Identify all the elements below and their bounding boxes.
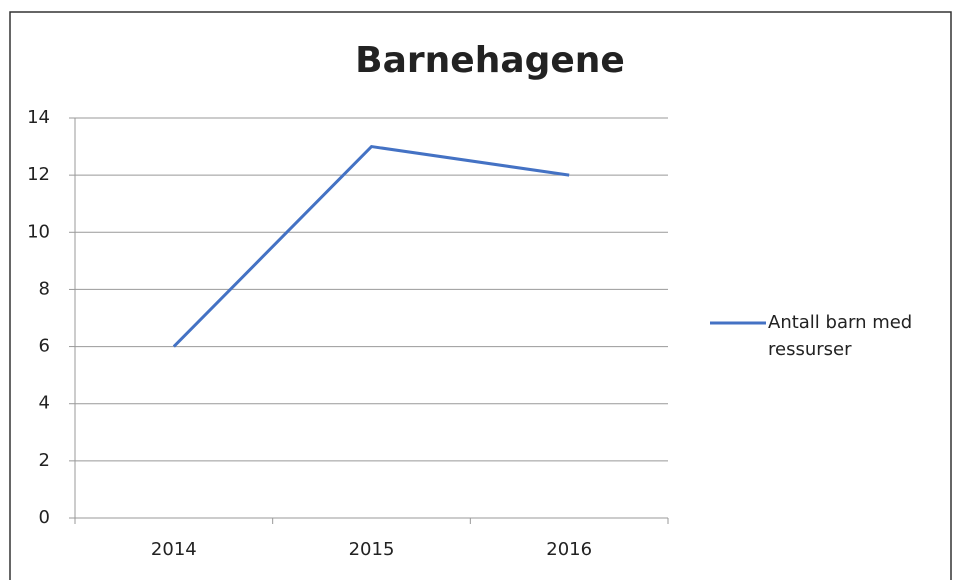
chart-title: Barnehagene [355, 40, 625, 81]
y-tick-label: 2 [39, 450, 50, 471]
x-tick-label: 2016 [546, 539, 592, 560]
y-tick-label: 10 [27, 221, 50, 242]
legend-label: Antall barn med ressurser [768, 312, 913, 360]
y-tick-label: 0 [39, 507, 50, 528]
y-tick-label: 14 [27, 107, 50, 128]
y-tick-label: 12 [27, 164, 50, 185]
x-tick-label: 2014 [151, 539, 197, 560]
y-tick-label: 8 [39, 278, 50, 299]
data-line [172, 144, 570, 348]
y-tick-label: 4 [39, 393, 50, 414]
legend-entry: Antall barn med ressurser [768, 312, 913, 360]
chart-frame [9, 11, 952, 580]
x-tick-label: 2015 [349, 539, 395, 560]
y-tick-label: 6 [39, 336, 50, 357]
